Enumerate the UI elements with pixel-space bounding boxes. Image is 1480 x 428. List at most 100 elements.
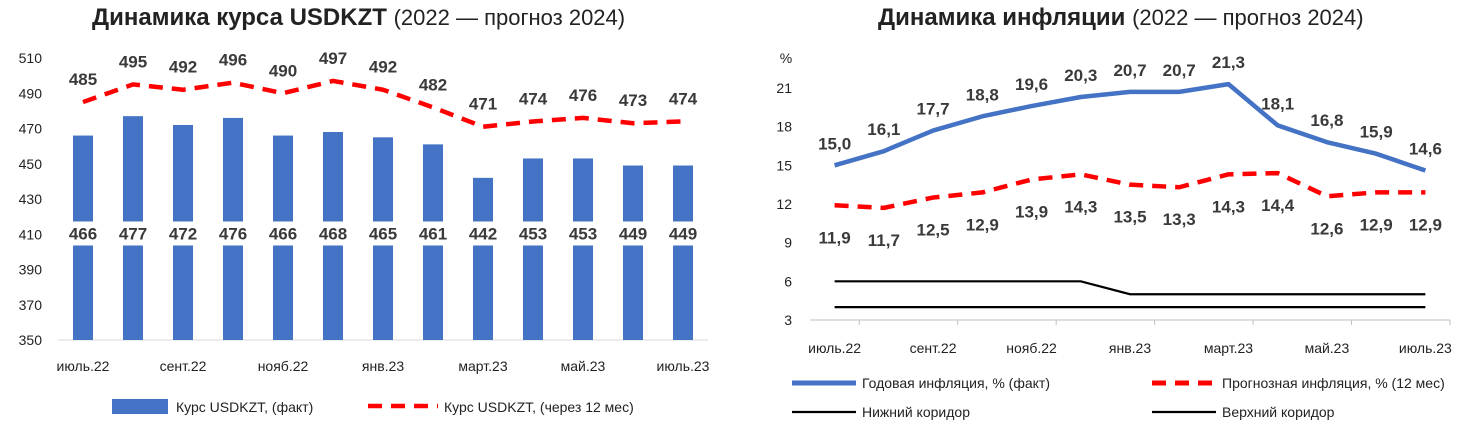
legend-actual-label: Годовая инфляция, % (факт) [862, 375, 1050, 391]
usdkzt-fact-value-label: 442 [469, 224, 497, 243]
usdkzt-fact-value-label: 453 [519, 224, 547, 243]
usdkzt-fact-bar [623, 165, 643, 340]
inflation-actual-value-label: 16,8 [1310, 111, 1343, 130]
usdkzt-forecast-value-label: 496 [219, 51, 247, 70]
inflation-actual-value-label: 15,0 [818, 134, 851, 153]
bar-label-background [61, 221, 105, 246]
legend-forecast-label: Прогнозная инфляция, % (12 мес) [1222, 375, 1445, 391]
bar-label-background [261, 221, 305, 246]
inflation-forecast-value-label: 14,4 [1261, 196, 1295, 215]
bar-label-background [661, 221, 705, 246]
bar-label-background [411, 221, 455, 246]
y-tick-label: 490 [19, 85, 43, 101]
inflation-forecast-value-label: 13,5 [1113, 208, 1146, 227]
usdkzt-fact-value-label: 466 [269, 224, 297, 243]
usdkzt-forecast-value-label: 476 [569, 86, 597, 105]
inflation-forecast-value-label: 12,9 [1360, 215, 1393, 234]
x-tick-label: янв.23 [1109, 340, 1151, 356]
inflation-forecast-line [834, 170, 1426, 211]
usdkzt-fact-value-label: 453 [569, 224, 597, 243]
y-tick-label: 9 [784, 235, 792, 251]
legend-upper-label: Верхний коридор [1222, 404, 1335, 420]
y-tick-label: 390 [19, 262, 43, 278]
inflation-forecast-value-label: 12,9 [1409, 215, 1442, 234]
legend-lower-label: Нижний коридор [862, 404, 970, 420]
bar-label-background [111, 221, 155, 246]
usdkzt-chart-panel: Динамика курса USDKZT (2022 — прогноз 20… [19, 4, 710, 415]
inflation-actual-value-label: 21,3 [1212, 53, 1245, 72]
usdkzt-fact-value-label: 466 [69, 224, 97, 243]
x-tick-label: июль.22 [808, 340, 861, 356]
usdkzt-fact-bar [573, 158, 593, 340]
usdkzt-forecast-value-label: 485 [69, 70, 97, 89]
y-tick-label: 510 [19, 50, 43, 66]
usdkzt-forecast-value-label: 490 [269, 61, 297, 80]
legend-fact-label: Курс USDKZT, (факт) [176, 399, 313, 415]
legend-forecast-label: Курс USDKZT, (через 12 мес) [444, 399, 634, 415]
usdkzt-forecast-value-label: 473 [619, 91, 647, 110]
x-tick-label: июль.23 [657, 358, 710, 374]
usdkzt-forecast-value-label: 492 [169, 58, 197, 77]
inflation-actual-value-label: 18,1 [1261, 94, 1294, 113]
y-tick-label: 18 [776, 119, 792, 135]
usdkzt-forecast-value-label: 482 [419, 75, 447, 94]
bar-label-background [511, 221, 555, 246]
inflation-forecast-value-label: 12,9 [966, 215, 999, 234]
inflation-actual-value-label: 16,1 [867, 120, 900, 139]
usdkzt-fact-value-label: 449 [619, 224, 647, 243]
x-tick-label: нояб.22 [258, 358, 309, 374]
y-tick-label: 370 [19, 297, 43, 313]
inflation-forecast-value-label: 13,9 [1015, 203, 1048, 222]
usdkzt-forecast-value-label: 474 [669, 89, 698, 108]
inflation-actual-value-label: 17,7 [917, 100, 950, 119]
inflation-forecast-value-label: 11,9 [819, 228, 851, 247]
upper-corridor-line [834, 280, 1426, 296]
usdkzt-fact-bar [473, 177, 493, 340]
inflation-actual-value-label: 20,7 [1163, 61, 1196, 80]
inflation-chart-title: Динамика инфляции (2022 — прогноз 2024) [878, 4, 1364, 32]
usdkzt-chart: 350 370 390 410 430 450 470 490 510 июль.22 сент.2… [19, 49, 710, 415]
x-tick-label: нояб.22 [1006, 340, 1057, 356]
y-tick-label: 430 [19, 191, 43, 207]
usdkzt-fact-value-label: 461 [419, 224, 447, 243]
usdkzt-forecast-value-label: 471 [469, 95, 497, 114]
x-tick-label: сент.22 [160, 358, 207, 374]
x-tick-label: март.23 [1204, 340, 1253, 356]
bar-label-background [461, 221, 505, 246]
x-tick-label: июль.22 [57, 358, 110, 374]
inflation-forecast-value-label: 11,7 [868, 231, 900, 250]
inflation-actual-value-label: 20,3 [1064, 66, 1097, 85]
y-tick-label: 450 [19, 156, 43, 172]
inflation-actual-value-label: 15,9 [1360, 123, 1393, 142]
inflation-forecast-value-label: 12,5 [917, 221, 950, 240]
usdkzt-forecast-line [82, 78, 684, 129]
inflation-forecast-value-label: 14,3 [1064, 197, 1097, 216]
y-tick-label: 350 [19, 332, 43, 348]
usdkzt-fact-value-label: 472 [169, 224, 197, 243]
bar-label-background [611, 221, 655, 246]
inflation-forecast-value-label: 14,3 [1212, 197, 1245, 216]
bar-label-background [211, 221, 255, 246]
inflation-actual-value-label: 18,8 [966, 85, 999, 104]
inflation-title-bold: Динамика инфляции [878, 4, 1126, 31]
usdkzt-fact-value-label: 449 [669, 224, 697, 243]
inflation-actual-line [833, 81, 1427, 173]
x-tick-label: март.23 [458, 358, 507, 374]
inflation-forecast-value-label: 13,3 [1163, 210, 1196, 229]
usdkzt-chart-title: Динамика курса USDKZT (2022 — прогноз 20… [92, 4, 625, 32]
y-tick-label: 410 [19, 226, 43, 242]
x-tick-label: июль.23 [1399, 340, 1452, 356]
usdkzt-forecast-value-label: 474 [519, 89, 548, 108]
usdkzt-fact-value-label: 465 [369, 224, 397, 243]
x-tick-label: май.23 [1305, 340, 1350, 356]
x-tick-label: янв.23 [362, 358, 404, 374]
bar-label-background [361, 221, 405, 246]
bar-label-background [161, 221, 205, 246]
y-tick-label: 470 [19, 121, 43, 137]
inflation-actual-value-label: 20,7 [1113, 61, 1146, 80]
y-axis-unit-label: % [780, 50, 792, 66]
inflation-chart: % 3 6 9 12 15 18 21 июль.22 сент.22 нояб.22 янв.23 м… [776, 50, 1452, 420]
usdkzt-title-bold: Динамика курса USDKZT [92, 4, 387, 31]
usdkzt-forecast-value-label: 492 [369, 58, 397, 77]
bar-label-background [311, 221, 355, 246]
